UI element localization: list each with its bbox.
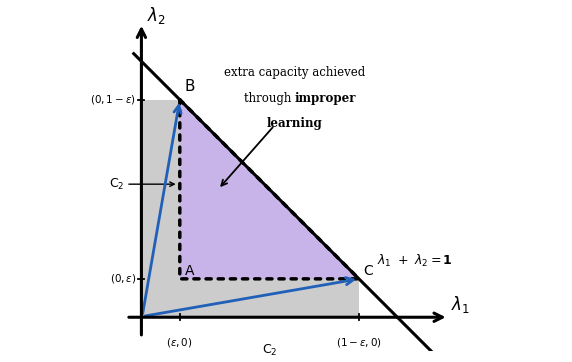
Polygon shape	[180, 279, 359, 317]
Text: $\mathrm{B}$: $\mathrm{B}$	[184, 78, 196, 94]
Text: $\mathrm{C}$: $\mathrm{C}$	[363, 264, 374, 278]
Polygon shape	[180, 100, 359, 279]
Text: $\lambda_1$: $\lambda_1$	[451, 294, 470, 315]
Text: extra capacity achieved: extra capacity achieved	[224, 67, 366, 79]
Text: $\lambda_2$: $\lambda_2$	[147, 4, 166, 25]
Text: $(1-\varepsilon,0)$: $(1-\varepsilon,0)$	[336, 336, 382, 349]
Text: $(0,\varepsilon)$: $(0,\varepsilon)$	[110, 272, 136, 285]
Text: $(\varepsilon,0)$: $(\varepsilon,0)$	[166, 336, 193, 349]
Text: $\mathrm{A}$: $\mathrm{A}$	[184, 264, 196, 278]
Text: $\lambda_1 \ + \ \lambda_2 = \mathbf{1}$: $\lambda_1 \ + \ \lambda_2 = \mathbf{1}$	[377, 253, 452, 269]
Text: $\mathrm{C}_2$: $\mathrm{C}_2$	[109, 177, 125, 192]
Text: $(0,1-\varepsilon)$: $(0,1-\varepsilon)$	[90, 93, 136, 106]
Polygon shape	[141, 100, 180, 317]
Text: improper: improper	[295, 92, 356, 105]
Text: $\mathrm{C}_2$: $\mathrm{C}_2$	[261, 343, 277, 358]
Text: through: through	[244, 92, 295, 105]
Text: learning: learning	[267, 117, 323, 130]
